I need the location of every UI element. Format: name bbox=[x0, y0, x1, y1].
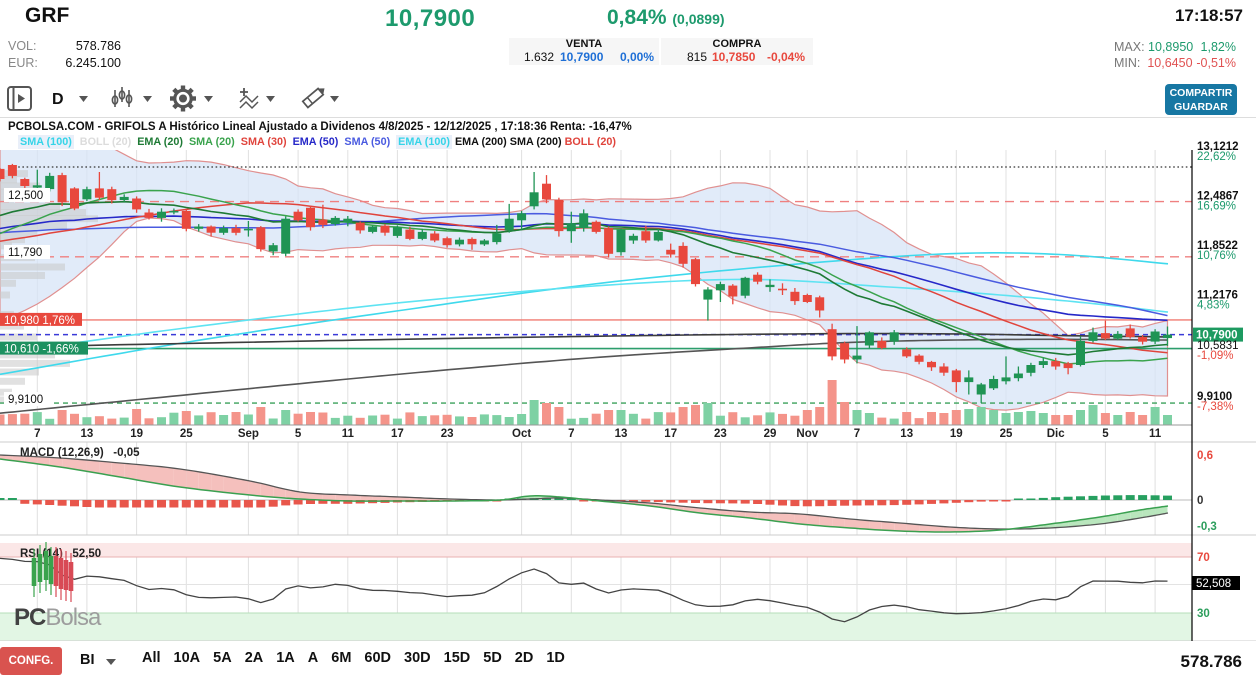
svg-text:22,62%: 22,62% bbox=[1197, 151, 1236, 163]
svg-text:11,2176: 11,2176 bbox=[1197, 290, 1238, 302]
svg-text:13: 13 bbox=[900, 428, 913, 440]
svg-text:25: 25 bbox=[180, 428, 193, 440]
svg-text:5: 5 bbox=[1102, 428, 1109, 440]
svg-text:5: 5 bbox=[295, 428, 302, 440]
svg-text:29: 29 bbox=[764, 428, 777, 440]
svg-text:13,1212: 13,1212 bbox=[1197, 141, 1239, 153]
svg-text:30: 30 bbox=[1197, 608, 1210, 620]
svg-text:10,5831: 10,5831 bbox=[1197, 340, 1239, 352]
svg-text:4,83%: 4,83% bbox=[1197, 300, 1230, 312]
svg-text:17: 17 bbox=[391, 428, 404, 440]
svg-text:23: 23 bbox=[441, 428, 454, 440]
svg-text:0,6: 0,6 bbox=[1197, 450, 1213, 462]
svg-text:11,8522: 11,8522 bbox=[1197, 240, 1238, 252]
svg-text:16,69%: 16,69% bbox=[1197, 201, 1236, 213]
svg-text:Oct: Oct bbox=[512, 428, 531, 440]
svg-text:13: 13 bbox=[81, 428, 94, 440]
svg-text:11: 11 bbox=[1149, 428, 1162, 440]
svg-text:10,610 -1,66%: 10,610 -1,66% bbox=[4, 344, 79, 356]
svg-text:10,980 1,76%: 10,980 1,76% bbox=[4, 315, 75, 327]
svg-text:Nov: Nov bbox=[796, 428, 818, 440]
svg-text:12,4867: 12,4867 bbox=[1197, 191, 1239, 203]
svg-text:12,500: 12,500 bbox=[8, 190, 43, 202]
svg-text:7: 7 bbox=[568, 428, 574, 440]
svg-text:10,76%: 10,76% bbox=[1197, 250, 1236, 262]
svg-text:9,9100: 9,9100 bbox=[8, 394, 43, 406]
svg-text:19: 19 bbox=[130, 428, 143, 440]
svg-text:-1,09%: -1,09% bbox=[1197, 350, 1233, 362]
svg-text:MACD (12,26,9) -0,05: MACD (12,26,9) -0,05 bbox=[20, 447, 140, 459]
svg-text:7: 7 bbox=[34, 428, 40, 440]
svg-text:7: 7 bbox=[854, 428, 860, 440]
svg-text:Sep: Sep bbox=[238, 428, 259, 440]
svg-text:0: 0 bbox=[1197, 495, 1203, 507]
svg-text:11: 11 bbox=[342, 428, 355, 440]
svg-text:23: 23 bbox=[714, 428, 727, 440]
svg-text:11,790: 11,790 bbox=[8, 247, 42, 259]
svg-text:52,508: 52,508 bbox=[1196, 578, 1231, 590]
svg-text:25: 25 bbox=[1000, 428, 1013, 440]
svg-text:19: 19 bbox=[950, 428, 963, 440]
svg-text:9,9100: 9,9100 bbox=[1197, 391, 1232, 403]
svg-text:Dic: Dic bbox=[1047, 428, 1066, 440]
svg-text:-0,3: -0,3 bbox=[1197, 521, 1217, 533]
svg-text:D: D bbox=[52, 91, 64, 108]
svg-text:10,7900: 10,7900 bbox=[1196, 330, 1238, 342]
svg-text:17: 17 bbox=[664, 428, 677, 440]
svg-text:13: 13 bbox=[615, 428, 628, 440]
svg-text:70: 70 bbox=[1197, 552, 1210, 564]
svg-text:PCBolsa: PCBolsa bbox=[14, 604, 102, 631]
svg-text:-7,38%: -7,38% bbox=[1197, 401, 1233, 413]
